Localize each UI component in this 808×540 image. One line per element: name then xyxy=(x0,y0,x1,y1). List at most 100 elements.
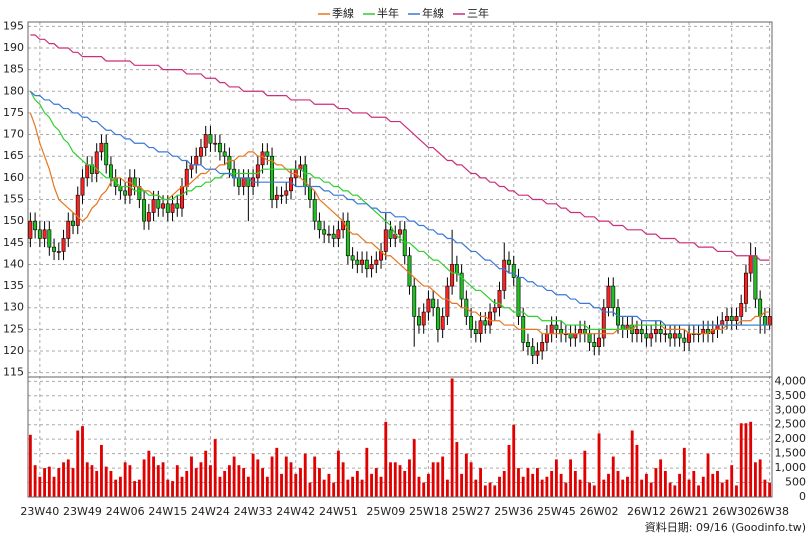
volume-bar xyxy=(460,473,464,497)
candle-body xyxy=(265,151,270,157)
candle-body xyxy=(33,220,38,231)
candle-body xyxy=(75,194,80,226)
candle-body xyxy=(137,186,142,200)
x-tick-label: 25W09 xyxy=(366,505,405,518)
candle-body xyxy=(445,285,450,317)
volume-bar xyxy=(716,470,719,497)
volume-bar xyxy=(706,453,710,497)
volume-bar xyxy=(38,476,42,497)
x-tick-label: 26W38 xyxy=(750,505,789,518)
volume-bar xyxy=(730,465,734,497)
candle-body xyxy=(56,251,61,253)
volume-bar xyxy=(540,479,544,497)
candle-body xyxy=(535,350,540,356)
candle-body xyxy=(175,203,180,209)
volume-bar xyxy=(57,468,61,497)
candle-body xyxy=(677,333,682,339)
y-tick-label: 135 xyxy=(3,279,24,292)
volume-bar xyxy=(744,423,748,497)
candle-body xyxy=(61,238,66,252)
y2-tick-label: 0 xyxy=(799,490,806,503)
volume-bar xyxy=(128,465,132,497)
x-tick-label: 26W30 xyxy=(712,505,751,518)
volume-bar xyxy=(735,485,738,497)
y-tick-label: 160 xyxy=(3,171,24,184)
volume-bar xyxy=(611,456,615,497)
volume-bar xyxy=(422,482,426,497)
x-tick-label: 23W40 xyxy=(20,505,59,518)
candle-body xyxy=(369,264,374,270)
candle-body xyxy=(516,277,521,317)
volume-bar xyxy=(479,468,482,497)
candle-body xyxy=(279,194,284,197)
volume-bar xyxy=(687,479,691,497)
volume-bar xyxy=(123,462,127,497)
candle-body xyxy=(345,220,350,257)
volume-bar xyxy=(204,450,208,497)
volume-bar xyxy=(284,456,288,497)
volume-bar xyxy=(455,442,459,497)
legend-label: 年線 xyxy=(422,6,444,20)
volume-bar xyxy=(559,473,563,497)
volume-bar xyxy=(379,476,383,497)
y2-tick-label: 3,000 xyxy=(775,403,807,416)
volume-bar xyxy=(583,450,587,497)
volume-bar xyxy=(445,479,449,497)
candle-body xyxy=(180,186,184,209)
candle-body xyxy=(217,142,222,153)
volume-bar xyxy=(526,468,530,497)
volume-bar xyxy=(185,470,189,497)
volume-bar xyxy=(294,473,298,497)
candle-body xyxy=(450,264,455,287)
x-tick-label: 23W49 xyxy=(63,505,102,518)
candle-body xyxy=(568,333,573,339)
volume-bar xyxy=(33,465,37,497)
volume-bar xyxy=(114,479,118,497)
candle-body xyxy=(454,264,459,274)
candle-body xyxy=(653,329,658,335)
candle-body xyxy=(578,329,583,335)
candle-body xyxy=(734,316,739,322)
y-tick-label: 180 xyxy=(3,84,24,97)
y2-tick-label: 2,500 xyxy=(775,418,807,431)
candle-body xyxy=(284,190,289,196)
volume-bar xyxy=(640,479,644,497)
candle-body xyxy=(308,186,312,200)
candle-body xyxy=(554,324,559,330)
volume-bar xyxy=(171,481,174,497)
candle-body xyxy=(350,255,355,261)
x-tick-label: 24W42 xyxy=(276,505,315,518)
volume-bar xyxy=(289,462,293,497)
volume-bar xyxy=(531,473,535,497)
candle-body xyxy=(601,307,606,339)
candle-body xyxy=(213,142,218,145)
volume-bar xyxy=(626,476,629,497)
candle-body xyxy=(649,333,654,339)
volume-bar xyxy=(753,462,757,497)
volume-bar xyxy=(152,456,156,497)
volume-bar xyxy=(550,470,554,497)
volume-bar xyxy=(554,459,558,497)
x-tick-label: 25W18 xyxy=(409,505,448,518)
volume-bar xyxy=(758,459,762,497)
volume-bar xyxy=(81,426,84,497)
candle-body xyxy=(525,342,530,347)
volume-bar xyxy=(725,479,729,497)
x-tick-label: 26W21 xyxy=(670,505,709,518)
volume-bar xyxy=(692,470,696,497)
volume-bar xyxy=(332,482,336,497)
candle-body xyxy=(544,333,549,343)
volume-bar xyxy=(161,462,165,497)
volume-bar xyxy=(346,479,350,497)
x-tick-label: 24W33 xyxy=(234,505,273,518)
candle-body xyxy=(720,320,725,326)
volume-bar xyxy=(441,456,445,497)
volume-bar xyxy=(398,465,402,497)
volume-bar xyxy=(483,485,487,497)
candle-body xyxy=(94,151,99,174)
y2-tick-label: 500 xyxy=(785,476,806,489)
y-tick-label: 195 xyxy=(3,19,24,32)
x-tick-label: 24W06 xyxy=(106,505,145,518)
candle-body xyxy=(421,311,426,326)
x-tick-label: 25W45 xyxy=(537,505,576,518)
